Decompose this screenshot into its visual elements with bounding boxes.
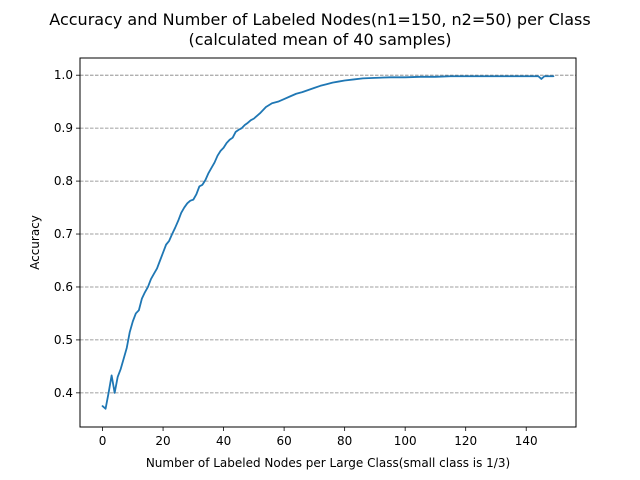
plot-frame — [79, 57, 577, 428]
x-tick-label: 60 — [276, 434, 291, 448]
y-axis-label: Accuracy — [28, 215, 42, 270]
y-tick-label: 0.5 — [54, 333, 73, 347]
series-layer — [101, 75, 555, 410]
x-tick-label: 120 — [454, 434, 477, 448]
x-tick-label: 140 — [515, 434, 538, 448]
x-tick-label: 40 — [216, 434, 231, 448]
x-axis-ticks: 0 20 40 60 80 100 120 140 — [99, 427, 538, 448]
chart-subtitle: (calculated mean of 40 samples) — [189, 30, 452, 49]
y-tick-label: 0.6 — [54, 280, 73, 294]
y-tick-label: 0.4 — [54, 386, 73, 400]
accuracy-series-line — [101, 75, 555, 410]
y-tick-label: 1.0 — [54, 68, 73, 82]
x-tick-label: 80 — [337, 434, 352, 448]
x-tick-label: 20 — [155, 434, 170, 448]
y-tick-label: 0.9 — [54, 121, 73, 135]
y-axis-ticks: 0.4 0.5 0.6 0.7 0.8 0.9 1.0 — [54, 68, 80, 400]
x-axis-label: Number of Labeled Nodes per Large Class(… — [146, 456, 510, 470]
x-tick-label: 100 — [394, 434, 417, 448]
x-tick-label: 0 — [99, 434, 107, 448]
y-tick-label: 0.8 — [54, 174, 73, 188]
chart-title: Accuracy and Number of Labeled Nodes(n1=… — [49, 10, 590, 29]
y-tick-label: 0.7 — [54, 227, 73, 241]
y-gridlines — [80, 74, 576, 394]
